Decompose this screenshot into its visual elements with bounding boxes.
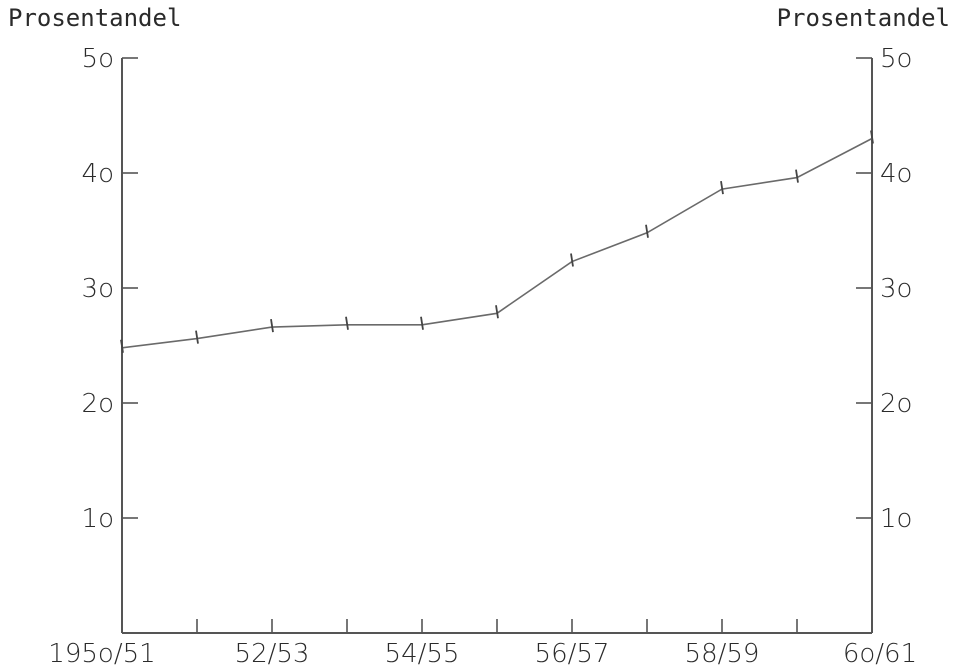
y-tick-label-right: 3o [880,274,912,304]
data-point [120,339,124,353]
data-point [570,253,574,267]
y-tick-label-left: 2o [82,389,114,419]
data-point [720,180,724,195]
y-tick-label-left: 5o [82,44,114,74]
data-point [645,224,649,238]
y-tick-label-right: 5o [880,44,912,74]
data-point [870,130,874,144]
x-tick-label: 54/55 [385,639,460,667]
y-tick-label-left: 1o [82,504,114,534]
y-tick-label-right: 4o [880,159,912,189]
data-point [345,316,349,330]
y-axis-label-right: Prosentandel [776,4,950,32]
x-tick-label: 52/53 [235,639,310,667]
x-tick-label: 58/59 [685,639,760,667]
x-tick-label: 56/57 [535,639,610,667]
data-point [270,318,274,333]
y-tick-label-right: 2o [880,389,912,419]
data-point [795,169,799,183]
x-tick-label: 195o/51 [48,639,155,667]
y-tick-label-left: 3o [82,274,114,304]
x-tick-label: 6o/61 [843,639,917,667]
y-tick-label-left: 4o [82,159,114,189]
y-tick-label-right: 1o [880,504,912,534]
data-point [195,330,199,344]
data-point [420,316,424,330]
data-point [495,305,499,319]
y-axis-label-left: Prosentandel [8,4,182,32]
